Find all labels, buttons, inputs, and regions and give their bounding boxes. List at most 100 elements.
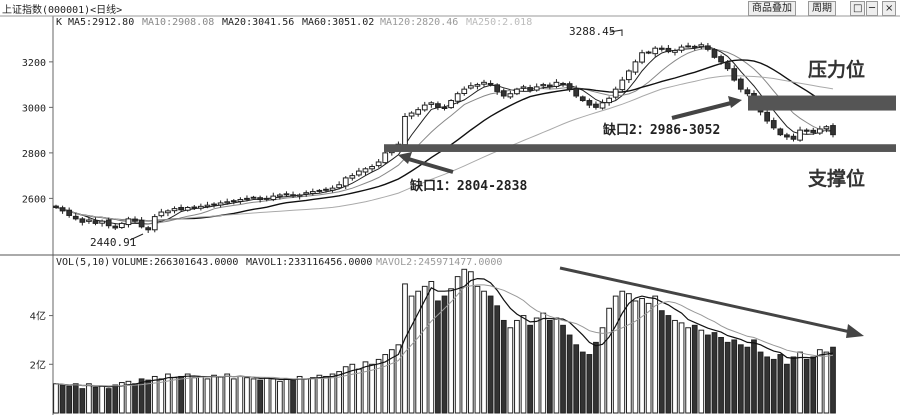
candle [481,79,487,87]
volume-bar [514,319,520,414]
volume-bar [165,373,171,414]
volume-bar [816,349,823,414]
volume-bar [744,346,751,414]
volume-bar [566,334,573,414]
overlay-button[interactable]: 商品叠加 [748,1,796,16]
candle [645,50,652,55]
candle [132,216,138,224]
volume-bar [402,283,408,414]
candle [290,191,296,198]
candle [72,212,79,221]
volume-bar [204,378,211,414]
volume-bar [586,354,593,414]
candle [711,48,718,59]
mavol1-value: MAVOL1:233116456.0000 [246,257,373,268]
ma20-value: MA20:3041.56 [222,17,295,28]
candle [705,42,711,52]
price-tick-label: 2600 [22,194,46,205]
restore-button[interactable]: □ [850,1,866,16]
volume-bar [263,377,270,414]
gap-bands [384,95,896,152]
candle [375,159,382,168]
volume-bar [86,383,92,414]
low-label: 2440.91 [90,236,136,249]
volume-bar [250,378,257,414]
volume-bar [277,380,283,414]
candle [586,98,593,109]
volume-bar [421,285,428,414]
volume-bar [803,358,810,414]
volume-bar [698,329,705,414]
volume-bar [257,379,263,414]
minimize-button[interactable]: ─ [866,1,879,16]
volume-bar [132,383,138,414]
candle [369,164,375,172]
period-button[interactable]: 周期 [808,1,836,16]
volume-bars [53,268,836,414]
candle [678,44,685,53]
gap-band [384,144,896,152]
candle [53,204,59,209]
gap-band [748,95,896,111]
candle [619,76,626,92]
volume-bar [349,363,356,414]
candle [593,101,599,110]
candle [237,197,244,205]
volume-tick-label: 2亿 [30,358,46,371]
candle [151,214,158,233]
ma250-value: MA250:2.018 [466,17,533,28]
candle [349,173,356,181]
volume-bar [336,371,343,414]
ma10-line [55,48,834,225]
volume-bar [685,327,692,414]
price-tick-label: 3000 [22,103,46,114]
candle [533,83,540,92]
vol-label: VOL(5,10) [56,257,111,268]
candle [448,99,454,109]
volume-bar [441,295,448,414]
volume-bar [171,377,178,414]
candle [99,219,105,227]
volume-bar [612,295,619,414]
volume-tick-label: 4亿 [30,310,46,323]
candle [718,54,724,65]
volume-bar [270,378,277,414]
volume-bar [731,339,738,414]
candle [639,49,645,65]
price-tick-label: 2800 [22,149,46,160]
volume-trend-arrow [559,266,856,335]
volume-bar [184,373,191,414]
candle [296,193,303,200]
volume-bar [606,307,612,414]
volume-bar [435,300,441,414]
resistance-label: 压力位 [808,58,865,81]
volume-bar [197,375,204,414]
close-button[interactable]: × [882,1,897,16]
candle [560,81,566,87]
volume-bar [790,356,797,414]
candle [784,132,790,140]
volume-bar [59,384,66,414]
candle [408,111,415,120]
volume-bar [382,354,389,414]
volume-bar [481,290,487,414]
volume-bar [757,351,764,414]
volume-bar [705,334,711,414]
k-label: K [56,17,63,28]
volume-bar [711,332,718,414]
volume-bar [797,351,803,414]
volume-bar [217,375,224,414]
candle [211,202,217,208]
volume-bar [626,293,632,414]
candle [685,42,692,48]
volume-bar [230,378,237,414]
candle [606,96,612,106]
candle [283,191,290,197]
candle [494,83,501,95]
volume-bar [474,285,481,414]
annotations: 3288.45 2440.91 压力位 支撑位 缺口1：2804-2838 缺口… [90,25,865,338]
volume-bar [770,358,777,414]
volume-bar [151,375,158,414]
candle [566,81,573,92]
candle [66,207,73,218]
